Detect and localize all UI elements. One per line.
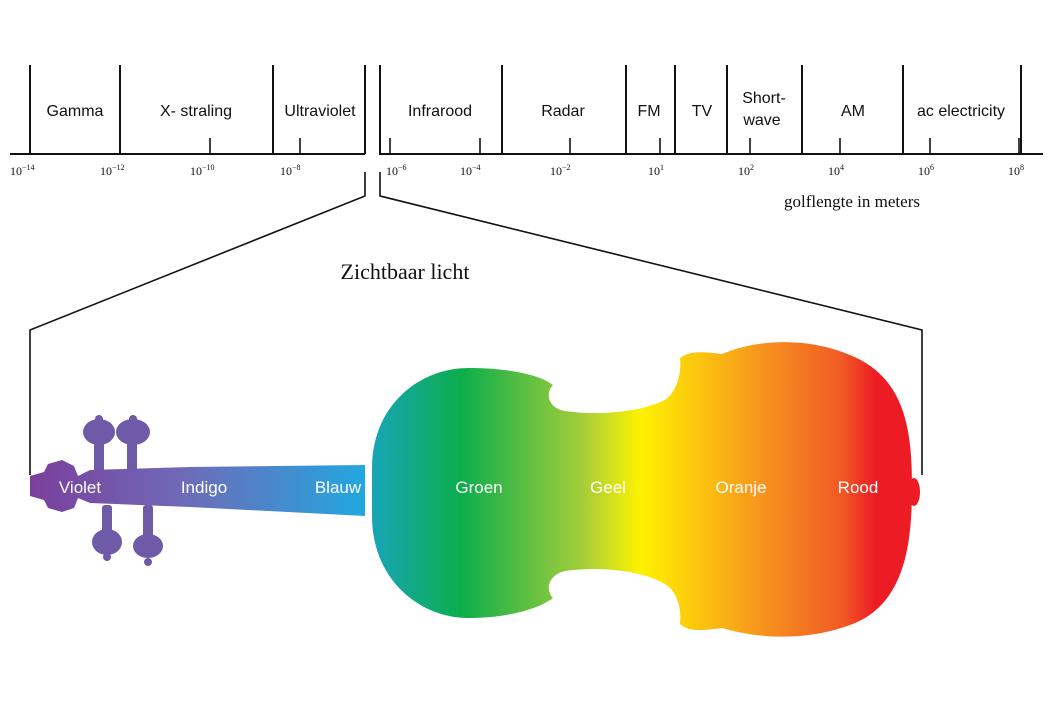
tick-label: 10−6 xyxy=(386,163,407,178)
band-label-ac-electricity: ac electricity xyxy=(917,103,1005,120)
color-label-oranje: Oranje xyxy=(715,478,766,497)
color-label-geel: Geel xyxy=(590,478,626,497)
color-label-violet: Violet xyxy=(59,478,101,497)
tick-label: 10−14 xyxy=(10,163,35,178)
violin-body xyxy=(372,342,912,637)
tick-label: 10−2 xyxy=(550,163,571,178)
tick-label: 10−10 xyxy=(190,163,215,178)
color-label-groen: Groen xyxy=(455,478,502,497)
band-label-am: AM xyxy=(841,103,865,120)
color-label-indigo: Indigo xyxy=(181,478,227,497)
violin-tail xyxy=(908,478,920,506)
band-label-radar: Radar xyxy=(541,103,585,120)
tick-label: 108 xyxy=(1008,163,1024,178)
tick-label: 10−4 xyxy=(460,163,481,178)
band-label-tv: TV xyxy=(692,103,713,120)
band-dividers xyxy=(29,65,1022,154)
tick-label: 104 xyxy=(828,163,844,178)
tick-label: 106 xyxy=(918,163,934,178)
band-label-ultraviolet: Ultraviolet xyxy=(284,103,356,120)
tick-labels: 10−14 10−12 10−10 10−8 10−6 10−4 10−2 10… xyxy=(10,163,1024,178)
band-label-infrarood: Infrarood xyxy=(408,103,472,120)
tick-label: 10−8 xyxy=(280,163,301,178)
band-label-shortwave-line2: wave xyxy=(742,112,780,129)
spectrum-axis xyxy=(10,65,1043,155)
color-label-rood: Rood xyxy=(838,478,879,497)
color-label-blauw: Blauw xyxy=(315,478,362,497)
violin-neck xyxy=(30,460,365,516)
axis-label: golflengte in meters xyxy=(784,192,920,211)
band-label-shortwave-line1: Short- xyxy=(742,90,786,107)
band-label-xray: X- straling xyxy=(160,103,232,120)
zoom-bracket xyxy=(29,172,923,475)
tick-label: 10−12 xyxy=(100,163,125,178)
visible-light-title: Zichtbaar licht xyxy=(341,259,470,284)
tick-label: 101 xyxy=(648,163,664,178)
tick-label: 102 xyxy=(738,163,754,178)
violin-illustration xyxy=(30,342,920,637)
tick-marks xyxy=(209,138,1020,154)
band-label-fm: FM xyxy=(637,103,660,120)
color-labels: Violet Indigo Blauw Groen Geel Oranje Ro… xyxy=(59,478,878,497)
band-label-gamma: Gamma xyxy=(47,103,104,120)
band-labels: Gamma X- straling Ultraviolet Infrarood … xyxy=(47,90,1005,129)
